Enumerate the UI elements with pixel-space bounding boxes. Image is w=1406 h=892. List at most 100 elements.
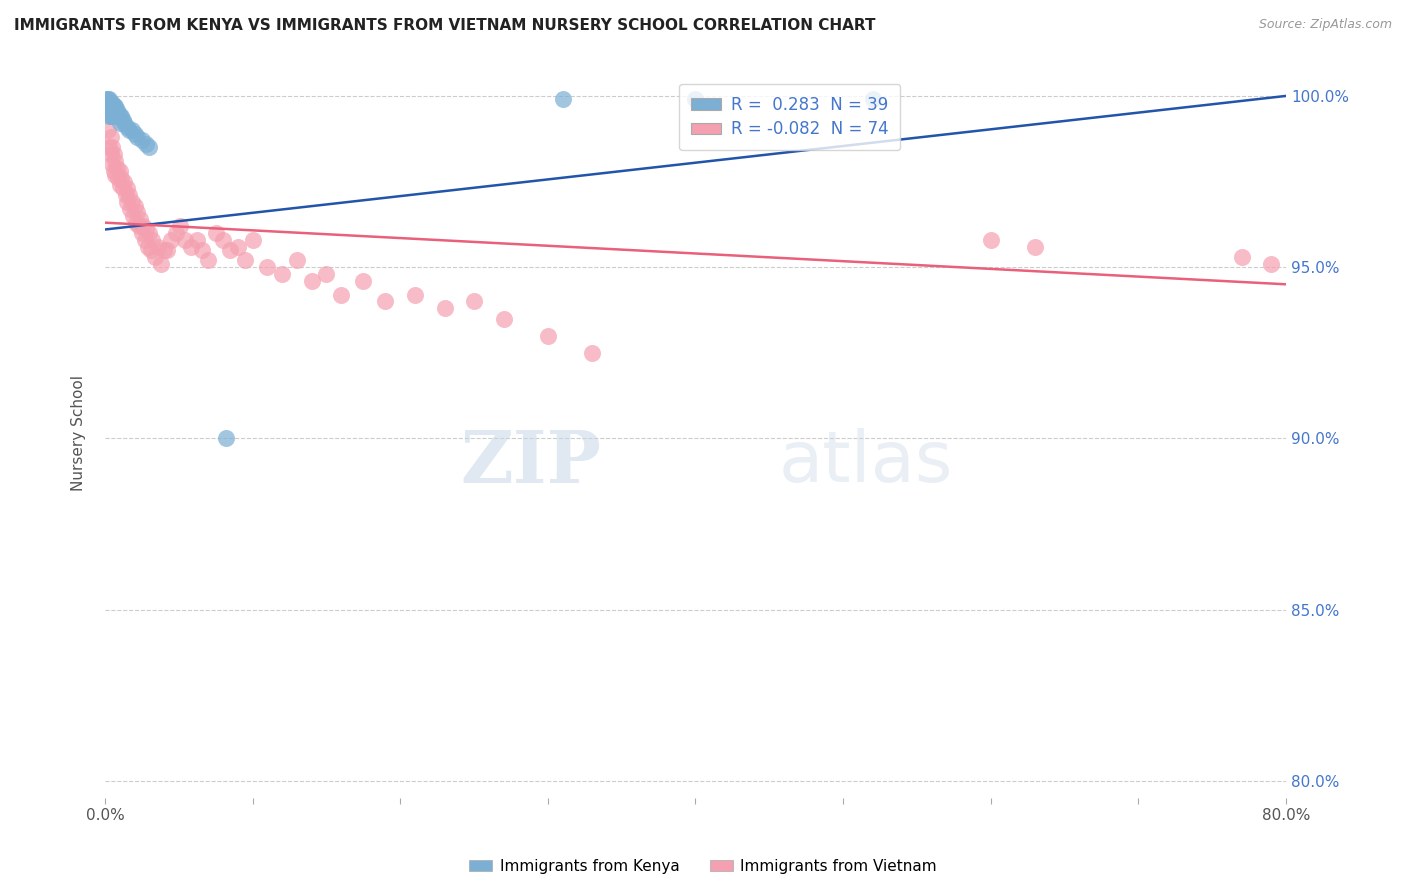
Point	[107, 106, 129, 120]
Point	[96, 99, 118, 113]
Point	[104, 110, 127, 124]
Point	[134, 233, 156, 247]
Point	[101, 157, 124, 171]
Point	[271, 267, 294, 281]
Point	[136, 239, 159, 253]
Point	[226, 239, 249, 253]
Point	[104, 168, 127, 182]
Point	[156, 243, 179, 257]
Point	[112, 116, 135, 130]
Point	[111, 181, 134, 195]
Point	[191, 243, 214, 257]
Point	[124, 127, 146, 141]
Point	[146, 239, 169, 253]
Point	[98, 92, 121, 106]
Point	[108, 116, 131, 130]
Point	[97, 123, 120, 137]
Point	[173, 233, 195, 247]
Y-axis label: Nursery School: Nursery School	[72, 376, 86, 491]
Point	[685, 92, 707, 106]
Point	[352, 274, 374, 288]
Point	[212, 233, 235, 247]
Point	[330, 287, 353, 301]
Point	[108, 178, 131, 192]
Point	[100, 103, 122, 117]
Point	[97, 103, 120, 117]
Point	[114, 188, 136, 202]
Point	[129, 212, 152, 227]
Point	[105, 103, 128, 117]
Point	[103, 106, 125, 120]
Point	[131, 226, 153, 240]
Point	[98, 99, 121, 113]
Point	[122, 209, 145, 223]
Point	[131, 133, 153, 147]
Point	[97, 95, 120, 110]
Point	[165, 226, 187, 240]
Point	[100, 130, 122, 145]
Point	[1230, 250, 1253, 264]
Point	[100, 95, 122, 110]
Point	[96, 92, 118, 106]
Point	[103, 164, 125, 178]
Point	[138, 226, 160, 240]
Point	[581, 346, 603, 360]
Point	[112, 175, 135, 189]
Point	[103, 147, 125, 161]
Point	[100, 110, 122, 124]
Point	[135, 136, 157, 151]
Point	[138, 140, 160, 154]
Point	[153, 243, 176, 257]
Point	[143, 250, 166, 264]
Point	[862, 92, 884, 106]
Point	[127, 130, 149, 145]
Point	[110, 110, 132, 124]
Point	[101, 103, 124, 117]
Point	[219, 243, 242, 257]
Point	[139, 243, 162, 257]
Point	[404, 287, 426, 301]
Point	[127, 205, 149, 219]
Point	[117, 188, 139, 202]
Point	[301, 274, 323, 288]
Point	[98, 140, 121, 154]
Point	[108, 110, 131, 124]
Point	[492, 311, 515, 326]
Point	[537, 328, 560, 343]
Point	[132, 219, 155, 233]
Point	[141, 233, 163, 247]
Point	[110, 171, 132, 186]
Point	[115, 181, 138, 195]
Point	[315, 267, 337, 281]
Point	[463, 294, 485, 309]
Point	[115, 120, 138, 134]
Point	[101, 95, 124, 110]
Point	[215, 432, 238, 446]
Point	[97, 92, 120, 106]
Point	[150, 257, 173, 271]
Point	[1024, 239, 1046, 253]
Point	[169, 219, 191, 233]
Point	[105, 161, 128, 175]
Point	[1260, 257, 1282, 271]
Point	[242, 233, 264, 247]
Point	[285, 253, 308, 268]
Point	[160, 233, 183, 247]
Legend: Immigrants from Kenya, Immigrants from Vietnam: Immigrants from Kenya, Immigrants from V…	[463, 853, 943, 880]
Point	[98, 110, 121, 124]
Text: IMMIGRANTS FROM KENYA VS IMMIGRANTS FROM VIETNAM NURSERY SCHOOL CORRELATION CHAR: IMMIGRANTS FROM KENYA VS IMMIGRANTS FROM…	[14, 18, 876, 33]
Point	[374, 294, 396, 309]
Point	[115, 195, 138, 210]
Point	[117, 123, 139, 137]
Point	[121, 195, 143, 210]
Text: Source: ZipAtlas.com: Source: ZipAtlas.com	[1258, 18, 1392, 31]
Point	[551, 92, 574, 106]
Text: atlas: atlas	[778, 428, 952, 497]
Point	[125, 216, 148, 230]
Point	[101, 140, 124, 154]
Point	[197, 253, 219, 268]
Point	[101, 110, 124, 124]
Point	[180, 239, 202, 253]
Point	[107, 171, 129, 186]
Point	[104, 153, 127, 168]
